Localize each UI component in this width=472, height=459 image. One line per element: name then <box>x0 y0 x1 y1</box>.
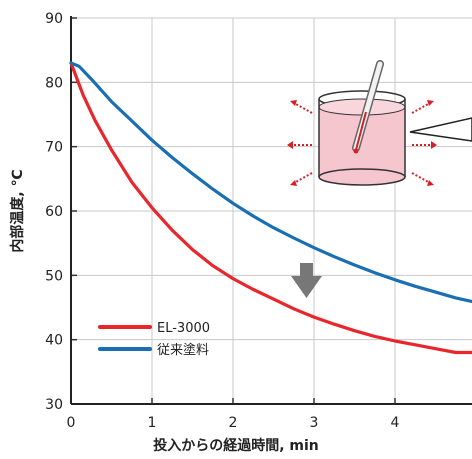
x-tick-label: 4 <box>391 415 400 431</box>
heat-arrow-heads <box>287 100 437 186</box>
grid <box>71 17 472 404</box>
beaker-icon <box>318 90 406 186</box>
axis-labels: 01234530405060708090投入からの経過時間, min内部温度, … <box>9 11 472 454</box>
y-tick-label: 50 <box>45 268 63 284</box>
x-tick-label: 0 <box>67 415 76 431</box>
axes <box>70 16 472 405</box>
y-tick-label: 30 <box>45 397 63 413</box>
series-line <box>69 61 472 304</box>
beaker-illustration <box>287 60 472 186</box>
legend-label: 従来塗料 <box>157 342 209 358</box>
y-tick-label: 60 <box>45 204 63 220</box>
thermometer-icon <box>352 60 384 154</box>
x-tick-label: 3 <box>310 415 319 431</box>
heat-arrows <box>291 102 433 184</box>
legend-label: EL-3000 <box>157 321 210 336</box>
down-arrow-icon <box>291 263 322 298</box>
y-tick-label: 70 <box>45 140 63 156</box>
x-tick-label: 2 <box>229 415 238 431</box>
y-tick-label: 80 <box>45 75 63 91</box>
x-axis-label: 投入からの経過時間, min <box>153 437 319 454</box>
y-tick-label: 90 <box>45 11 63 27</box>
series-line <box>69 61 472 355</box>
y-axis-label: 内部温度, ℃ <box>9 169 26 252</box>
series-lines <box>69 61 472 355</box>
x-tick-label: 1 <box>148 415 157 431</box>
legend: EL-3000 従来塗料 <box>98 321 210 358</box>
callout-pointer <box>409 117 472 142</box>
y-tick-label: 40 <box>45 333 63 349</box>
